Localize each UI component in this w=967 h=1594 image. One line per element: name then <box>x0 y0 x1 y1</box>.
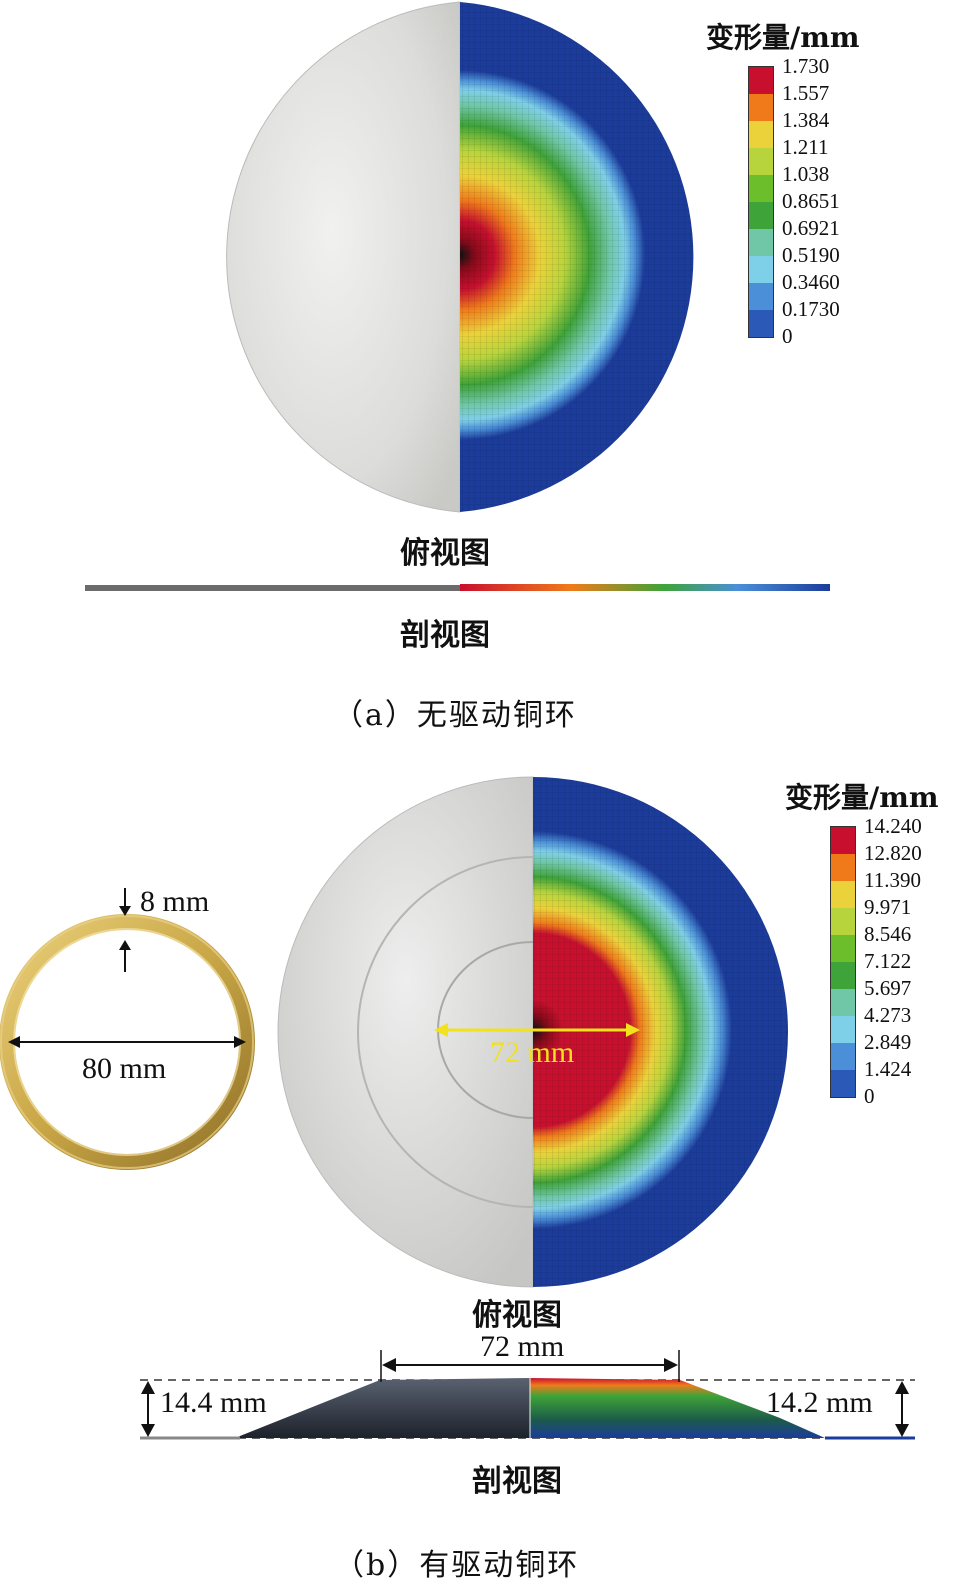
legend-tick-label: 9.971 <box>864 895 912 919</box>
legend-title-a: 变形量/mm <box>706 21 860 54</box>
scale-segment <box>831 827 855 854</box>
section-deformation-profile <box>530 1378 825 1438</box>
legend-tick-label: 1.557 <box>782 81 830 105</box>
scale-segment <box>831 935 855 962</box>
left-height-label: 14.4 mm <box>160 1386 267 1419</box>
scale-segment <box>749 148 773 175</box>
section-metal-profile <box>235 1378 530 1438</box>
dome-diameter-label: 72 mm <box>490 1036 575 1069</box>
scale-segment <box>831 881 855 908</box>
right-height-label: 14.2 mm <box>766 1386 873 1419</box>
scale-segment <box>749 67 773 94</box>
panel-a-section-view <box>85 584 830 591</box>
legend-tick-label: 0 <box>782 324 793 348</box>
top-view-label-b: 俯视图 <box>472 1298 562 1333</box>
panel-b-section-view <box>140 1350 915 1440</box>
metal-disc-photo-half <box>226 1 461 513</box>
metal-disc-photo-half <box>277 776 534 1288</box>
scale-segment <box>831 962 855 989</box>
scale-segment <box>831 854 855 881</box>
section-view-label-b: 剖视图 <box>472 1464 562 1499</box>
legend-tick-label: 0.6921 <box>782 216 840 240</box>
scale-segment <box>831 1043 855 1070</box>
legend-tick-label: 7.122 <box>864 949 912 973</box>
scale-segment <box>749 121 773 148</box>
legend-tick-label: 8.546 <box>864 922 912 946</box>
mesh-overlay <box>533 777 788 1287</box>
legend-tick-label: 0.1730 <box>782 297 840 321</box>
legend-tick-label: 14.240 <box>864 814 922 838</box>
legend-tick-label: 11.390 <box>864 868 921 892</box>
ring-thickness-label: 8 mm <box>140 885 210 918</box>
legend-tick-label: 0.3460 <box>782 270 840 294</box>
legend-tick-label: 0.5190 <box>782 243 840 267</box>
color-scale-bar-b <box>830 826 856 1098</box>
ring-diameter-label: 80 mm <box>82 1052 167 1085</box>
top-view-label-a: 俯视图 <box>400 536 490 571</box>
section-width-label: 72 mm <box>480 1330 565 1363</box>
legend-tick-label: 2.849 <box>864 1030 912 1054</box>
scale-segment <box>749 175 773 202</box>
scale-segment <box>749 229 773 256</box>
legend-tick-label: 1.038 <box>782 162 830 186</box>
legend-tick-label: 1.730 <box>782 54 830 78</box>
color-scale-bar-a <box>748 66 774 338</box>
scale-segment <box>749 283 773 310</box>
section-deformation-strip <box>460 584 830 591</box>
scale-segment <box>749 94 773 121</box>
scale-segment <box>749 202 773 229</box>
ring-body <box>0 914 255 1170</box>
scale-segment <box>831 1016 855 1043</box>
panel-b-top-view <box>277 776 788 1288</box>
scale-segment <box>831 1070 855 1097</box>
legend-title-b: 变形量/mm <box>785 781 939 814</box>
legend-tick-label: 0 <box>864 1084 875 1108</box>
legend-tick-label: 1.211 <box>782 135 829 159</box>
section-view-label-a: 剖视图 <box>400 618 490 653</box>
section-metal-strip <box>85 585 460 591</box>
scale-segment <box>831 908 855 935</box>
caption-a: （a）无驱动铜环 <box>333 698 577 733</box>
legend-tick-label: 1.424 <box>864 1057 912 1081</box>
legend-tick-label: 4.273 <box>864 1003 912 1027</box>
legend-tick-label: 5.697 <box>864 976 912 1000</box>
scale-segment <box>749 256 773 283</box>
legend-tick-label: 0.8651 <box>782 189 840 213</box>
scale-segment <box>749 310 773 337</box>
copper-ring <box>0 888 255 1170</box>
panel-a-top-view <box>226 1 694 513</box>
scale-segment <box>831 989 855 1016</box>
legend-tick-label: 1.384 <box>782 108 830 132</box>
legend-tick-label: 12.820 <box>864 841 922 865</box>
mesh-overlay <box>460 2 694 512</box>
caption-b: （b）有驱动铜环 <box>334 1548 580 1583</box>
